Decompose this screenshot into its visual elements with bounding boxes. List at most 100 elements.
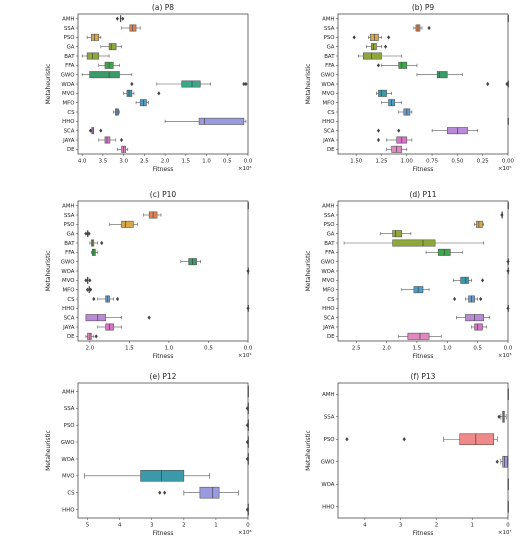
x-tick-label: 1.0 <box>165 346 174 352</box>
outlier-point <box>505 81 509 87</box>
outlier-point <box>427 25 431 31</box>
y-axis-label: Metaheuristic <box>45 430 52 471</box>
box-gwo <box>416 71 463 79</box>
box-mvo <box>123 89 161 97</box>
x-tick-label: 4 <box>118 523 122 529</box>
box-woa <box>130 80 248 88</box>
x-axis-label: Fitness <box>153 530 174 537</box>
x-tick-label: 0.50 <box>451 159 464 165</box>
box-hho <box>506 304 510 312</box>
y-tick-label: JAYA <box>322 138 335 144</box>
x-scale-multiplier: ×10⁵ <box>498 165 512 172</box>
outlier-point <box>84 278 88 283</box>
box-ga <box>380 230 412 238</box>
x-tick-label: 1 <box>470 523 473 529</box>
y-tick-label: GWO <box>321 460 335 466</box>
x-tick-label: 0 <box>506 523 510 529</box>
box-sca <box>456 314 491 322</box>
x-tick-label: 0.25 <box>477 159 489 165</box>
y-tick-label: DE <box>327 147 335 153</box>
box-pso <box>352 33 391 41</box>
outlier-point <box>92 296 96 302</box>
box-mfo <box>85 286 93 294</box>
y-tick-label: MVO <box>62 91 75 97</box>
y-tick-label: GA <box>327 232 335 238</box>
outlier-point <box>376 63 381 68</box>
box-ffa <box>98 61 120 69</box>
box-mfo <box>401 286 430 294</box>
box-body <box>140 470 185 482</box>
outlier-point <box>386 35 391 40</box>
x-tick-label: 1 <box>214 523 217 529</box>
box-de <box>386 145 408 153</box>
outlier-point <box>376 137 381 143</box>
box-ssa <box>413 24 431 32</box>
box-ssa <box>143 211 162 219</box>
outlier-point <box>495 459 499 464</box>
y-tick-label: BAT <box>64 54 75 60</box>
outlier-point <box>383 44 388 49</box>
box-hho <box>507 117 509 125</box>
box-body <box>104 136 111 144</box>
y-tick-label: WOA <box>321 82 334 88</box>
y-tick-label: SSA <box>324 213 335 219</box>
box-body <box>407 332 430 340</box>
outlier-point <box>84 231 88 236</box>
box-body <box>90 33 100 41</box>
x-tick-label: 1.0 <box>443 346 452 352</box>
x-tick-label: 3.0 <box>119 159 128 165</box>
y-tick-label: FFA <box>65 250 75 256</box>
y-tick-label: SCA <box>324 129 335 135</box>
panel-6: (f) P13 AMH SSA PSO GWO WOA HHO 4 3 2 1 0 Fitness Met… <box>305 372 512 537</box>
box-bat <box>343 239 485 247</box>
box-pso <box>109 220 138 228</box>
x-tick-label: 0 <box>246 523 250 529</box>
outlier-point <box>85 287 90 292</box>
box-woa <box>245 453 249 465</box>
panel-title: (d) P11 <box>409 190 436 199</box>
box-gwo <box>506 258 510 266</box>
x-tick-label: 1.50 <box>350 159 363 165</box>
x-tick-label: 3.5 <box>99 159 108 165</box>
box-ssa <box>497 410 507 423</box>
y-tick-label: GWO <box>61 260 75 266</box>
outlier-point <box>402 437 406 442</box>
box-hho <box>246 304 250 312</box>
box-pso <box>245 419 249 431</box>
x-scale-multiplier: ×10³ <box>498 352 512 359</box>
y-tick-label: DE <box>327 334 335 340</box>
outlier-point <box>157 91 161 96</box>
box-body <box>181 80 201 88</box>
box-body <box>378 89 387 97</box>
box-sca <box>88 127 103 135</box>
outlier-point <box>130 81 134 87</box>
box-cs <box>452 295 483 303</box>
x-tick-label: 3 <box>399 523 402 529</box>
y-tick-label: HHO <box>322 119 334 125</box>
x-tick-label: 0.5 <box>204 346 213 352</box>
x-tick-label: 5 <box>86 523 89 529</box>
x-axis-label: Fitness <box>413 166 434 173</box>
box-sca <box>376 127 478 135</box>
outlier-point <box>506 306 510 311</box>
box-hho <box>164 117 247 125</box>
x-tick-label: 0.0 <box>504 346 513 352</box>
y-tick-label: MFO <box>63 288 75 294</box>
box-sca <box>85 314 151 322</box>
outlier-point <box>480 278 485 283</box>
panel-2: (b) P9 AMH SSA PSO GA BAT FFA GWO WOA MVO MFO CS HHO… <box>305 3 515 173</box>
y-tick-label: DE <box>67 334 75 340</box>
outlier-point <box>376 128 381 133</box>
y-tick-label: AMH <box>322 17 334 23</box>
x-axis-label: Fitness <box>153 353 174 360</box>
y-tick-label: MFO <box>323 288 335 294</box>
y-tick-label: AMH <box>322 204 334 210</box>
y-tick-label: GA <box>67 45 75 51</box>
box-mfo <box>135 99 149 107</box>
y-tick-label: BAT <box>64 241 75 247</box>
x-tick-label: 2.0 <box>161 159 170 165</box>
box-woa <box>506 267 510 275</box>
y-tick-label: GWO <box>61 440 75 446</box>
y-tick-label: WOA <box>61 269 74 275</box>
y-tick-label: MFO <box>323 101 335 107</box>
